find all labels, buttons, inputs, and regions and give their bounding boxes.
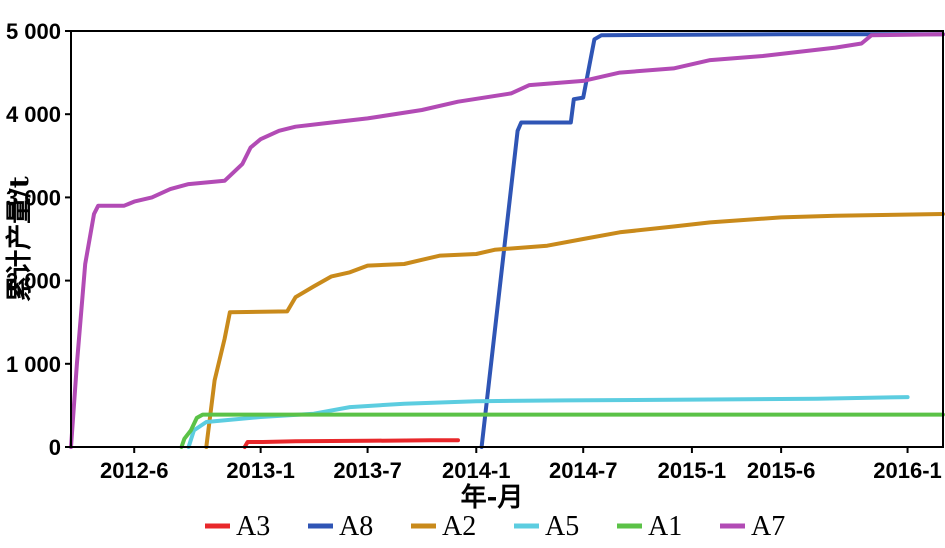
y-tick-label: 4 000 [6,102,61,127]
y-tick-label: 1 000 [6,352,61,377]
x-axis-title: 年-月 [461,482,524,513]
x-tick-label: 2013-1 [226,458,295,483]
legend-label-a2: A2 [442,511,476,542]
x-tick-label: 2014-7 [549,458,618,483]
x-tick-label: 2012-6 [100,458,169,483]
x-tick-label: 2015-6 [747,458,816,483]
plot-frame [70,30,944,448]
x-axis: 2012-6 2013-1 2013-7 2014-1 2014-7 2015-1 2015… [100,447,942,483]
series-line-a1 [179,412,945,449]
y-tick-label: 5 000 [6,19,61,44]
y-axis-title: 累计产量/t [5,176,35,302]
series-layer [69,32,945,449]
x-tick-label: 2014-1 [442,458,511,483]
legend-label-a7: A7 [751,511,785,542]
y-tick-label: 2 000 [6,269,61,294]
y-tick-label: 3 000 [6,185,61,210]
series-line-a8 [479,32,945,449]
series-line-a2 [204,212,945,449]
y-axis: 0 1 000 2 000 3 000 4 000 5 000 [6,19,71,460]
series-line-a3 [242,438,460,449]
series-line-a5 [186,395,910,449]
x-tick-label: 2016-1 [873,458,942,483]
legend-label-a1: A1 [648,511,682,542]
x-tick-label: 2013-7 [333,458,402,483]
y-tick-label: 0 [49,435,61,460]
legend-label-a3: A3 [236,511,270,542]
x-tick-label: 2015-1 [658,458,727,483]
legend-label-a8: A8 [339,511,373,542]
legend: A3 A8 A2 A5 A1 A7 [205,511,785,542]
series-line-a7 [69,32,945,449]
legend-label-a5: A5 [545,511,579,542]
